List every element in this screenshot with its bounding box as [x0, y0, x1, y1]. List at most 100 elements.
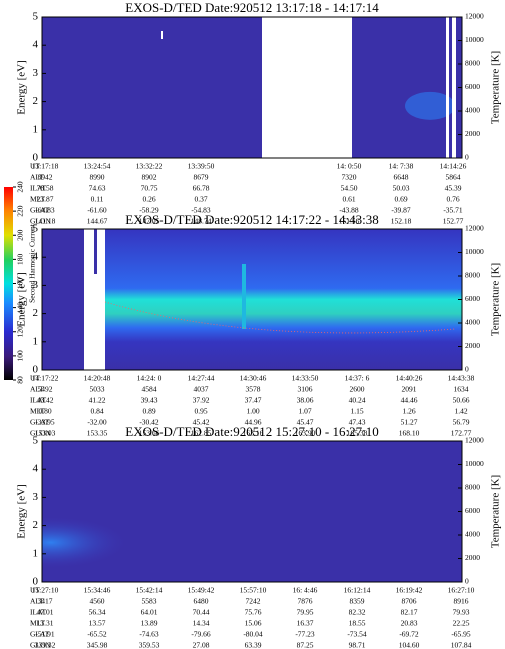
cell: -74.63	[139, 630, 159, 639]
cell: 14: 7:38	[389, 162, 414, 171]
cell: 37.47	[245, 396, 262, 405]
y2-tick-label: 2000	[465, 129, 480, 138]
y2-tick-label: 0	[465, 365, 469, 374]
cell: 163.16	[243, 429, 264, 438]
cell: -30.42	[139, 418, 159, 427]
cell: -61.60	[87, 206, 107, 215]
data-gap	[446, 17, 449, 158]
cell: 14:14:26	[440, 162, 467, 171]
y-tick-label: 1	[33, 335, 39, 347]
y-axis-label: Energy [eV]	[16, 272, 28, 326]
y-tick-label: 4	[33, 39, 39, 51]
cell: -43.88	[339, 206, 359, 215]
row-label: GLAT	[30, 630, 50, 639]
row-label: UT	[30, 374, 40, 383]
row-label: MLT	[30, 195, 46, 204]
colorbar-tick-label: 100	[16, 350, 25, 362]
cell: 153.66	[139, 429, 160, 438]
cell: 14:20:48	[84, 374, 111, 383]
cell: 13:24:54	[84, 162, 111, 171]
cell: 8916	[454, 597, 469, 606]
cell: 4037	[194, 385, 209, 394]
spectrogram	[42, 17, 462, 158]
y-tick-label: 1	[33, 123, 39, 135]
cell: 15.06	[245, 619, 262, 628]
data-gap	[262, 17, 352, 158]
cell: 14:37: 6	[345, 374, 370, 383]
spectrogram-patch	[94, 229, 97, 274]
cell: 45.47	[297, 418, 314, 427]
cell: 172.77	[451, 429, 472, 438]
cell: 0.95	[194, 407, 207, 416]
cell: 339.32	[35, 641, 56, 649]
y2-tick-label: 10000	[465, 247, 484, 256]
cell: 37.92	[193, 396, 210, 405]
cell: 6480	[194, 597, 209, 606]
cell: -80.04	[243, 630, 263, 639]
cell: 162.85	[191, 429, 212, 438]
y-axis-label: Energy [eV]	[16, 484, 28, 538]
cell: -69.72	[399, 630, 419, 639]
cell: 1.07	[298, 407, 311, 416]
row-label: GLAT	[30, 418, 50, 427]
y2-tick-label: 12000	[465, 436, 484, 445]
cell: 7242	[246, 597, 261, 606]
cell: 50.03	[393, 184, 410, 193]
cell: 15:57:10	[240, 586, 267, 595]
y2-tick-label: 6000	[465, 82, 480, 91]
colorbar-tick-label: 180	[16, 254, 25, 266]
y-tick-label: 3	[33, 67, 39, 79]
cell: 15:42:14	[136, 586, 163, 595]
y2-axis-label: Temperature [K]	[490, 263, 502, 336]
cell: 5583	[142, 597, 157, 606]
cell: 0.37	[194, 195, 207, 204]
cell: 70.75	[141, 184, 158, 193]
cell: -54.83	[191, 206, 211, 215]
cell: 14:30:46	[240, 374, 267, 383]
cell: -79.66	[191, 630, 211, 639]
cell: 5033	[90, 385, 105, 394]
cell: 8942	[38, 173, 53, 182]
cell: 3417	[38, 597, 53, 606]
colorbar-tick-label: 140	[16, 302, 25, 314]
row-label: MLT	[30, 407, 46, 416]
cell: 152.18	[391, 217, 412, 226]
cell: 45.39	[445, 184, 462, 193]
cell: 148.74	[191, 217, 212, 226]
row-label: ALT	[30, 385, 44, 394]
cell: 0.26	[142, 195, 155, 204]
cell: 14:27:44	[188, 374, 215, 383]
cell: 1.42	[454, 407, 467, 416]
y-tick-label: 2	[33, 95, 39, 107]
cell: 7320	[342, 173, 357, 182]
cell: 16:27:10	[448, 586, 475, 595]
cell: 5864	[446, 173, 461, 182]
cell: 2600	[350, 385, 365, 394]
y2-tick-label: 12000	[465, 224, 484, 233]
colorbar	[4, 187, 13, 380]
cell: -65.52	[87, 630, 107, 639]
y2-tick-label: 8000	[465, 59, 480, 68]
cell: 165.38	[347, 429, 368, 438]
cell: 66.78	[193, 184, 210, 193]
y-tick-label: 4	[33, 463, 39, 475]
cell: 54.50	[341, 184, 358, 193]
cell: 44.96	[245, 418, 262, 427]
cell: 64.01	[141, 608, 158, 617]
cell: 14:24: 0	[137, 374, 162, 383]
row-label: UT	[30, 586, 40, 595]
panel-title: EXOS-D/TED Date:920512 14:17:22 - 14:43:…	[125, 212, 378, 227]
cell: 1.15	[350, 407, 363, 416]
cell: -39.87	[391, 206, 411, 215]
cell: -58.29	[139, 206, 159, 215]
y2-tick-label: 0	[465, 153, 469, 162]
panel-title: EXOS-D/TED Date:920512 15:27:10 - 16:27:…	[125, 424, 378, 439]
y2-tick-label: 0	[465, 577, 469, 586]
cell: 0.76	[446, 195, 459, 204]
y-tick-label: 0	[33, 576, 39, 588]
cell: 6648	[394, 173, 409, 182]
cell: 2091	[402, 385, 417, 394]
cell: 359.53	[139, 641, 160, 649]
cell: 20.83	[401, 619, 418, 628]
spectrogram-patch	[405, 91, 455, 120]
